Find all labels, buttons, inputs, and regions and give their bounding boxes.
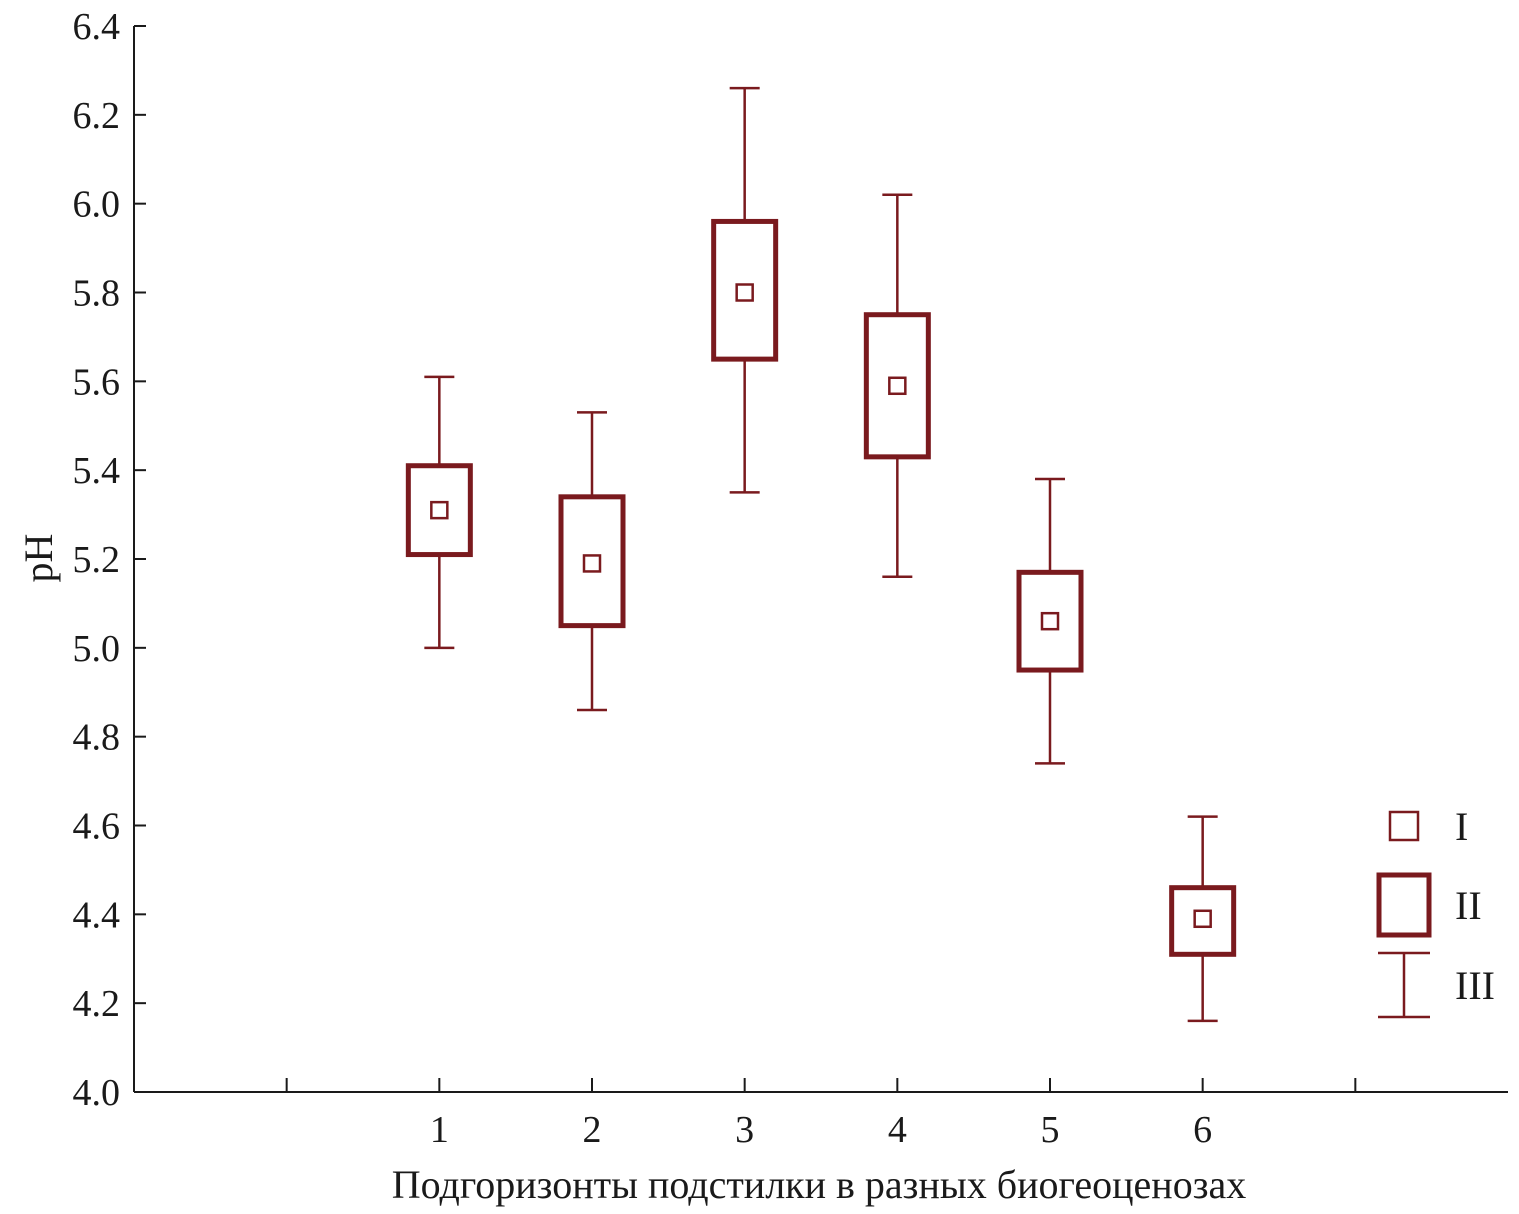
- y-tick-label: 4.0: [73, 1072, 121, 1114]
- legend-item: II: [1376, 872, 1482, 938]
- box-group: [1169, 815, 1237, 1023]
- box: [405, 463, 473, 558]
- box: [1016, 569, 1084, 673]
- y-tick-label: 4.6: [73, 806, 121, 848]
- mean-marker: [735, 283, 754, 302]
- y-tick-label: 5.6: [73, 361, 121, 403]
- legend-swatch-box: [1376, 872, 1432, 938]
- y-tick-label: 5.2: [73, 539, 121, 581]
- x-tick-label: 3: [735, 1109, 754, 1151]
- y-tick-label: 5.0: [73, 628, 121, 670]
- box: [711, 218, 779, 362]
- x-tick-label: 1: [430, 1109, 449, 1151]
- y-tick-label: 5.8: [73, 273, 121, 315]
- y-tick-label: 5.4: [73, 450, 121, 492]
- box-group: [405, 375, 473, 650]
- y-tick-label: 6.4: [73, 6, 121, 48]
- x-axis-ticks: 1 2 3 4 5 6: [285, 1078, 1357, 1151]
- y-axis-title: pH: [16, 534, 61, 583]
- mean-marker: [582, 554, 602, 573]
- box: [558, 494, 626, 629]
- legend-swatch-mean: [1388, 810, 1420, 842]
- legend-label: III: [1455, 963, 1495, 1008]
- y-tick-label: 4.4: [73, 894, 121, 936]
- axes: [133, 26, 1508, 1093]
- mean-marker: [430, 500, 449, 520]
- mean-marker: [1040, 611, 1060, 631]
- box-group: [863, 193, 931, 579]
- box-group: [711, 86, 779, 494]
- legend-item: III: [1378, 951, 1495, 1019]
- legend-item: I: [1388, 804, 1468, 849]
- y-axis-ticks: 4.0 4.2 4.4 4.6 4.8 5.0 5.2 5.4 5.6 5.8 6.0 6.2 6.4: [73, 6, 146, 1114]
- y-tick-label: 6.2: [73, 95, 121, 137]
- box: [1169, 885, 1237, 957]
- legend-label: II: [1455, 883, 1482, 928]
- x-axis-title: Подгоризонты подстилки в разных биогеоце…: [392, 1162, 1247, 1207]
- x-tick-label: 6: [1193, 1109, 1212, 1151]
- x-tick-label: 4: [888, 1109, 907, 1151]
- y-tick-label: 6.0: [73, 184, 121, 226]
- y-tick-label: 4.8: [73, 717, 121, 759]
- box-group: [1016, 477, 1084, 765]
- y-tick-label: 4.2: [73, 983, 121, 1025]
- legend-label: I: [1455, 804, 1468, 849]
- box-group: [558, 411, 626, 712]
- mean-marker: [888, 376, 907, 396]
- x-tick-label: 2: [583, 1109, 602, 1151]
- box-plot-marks: [405, 86, 1237, 1023]
- mean-marker: [1193, 909, 1212, 929]
- box: [863, 312, 931, 460]
- x-tick-label: 5: [1041, 1109, 1060, 1151]
